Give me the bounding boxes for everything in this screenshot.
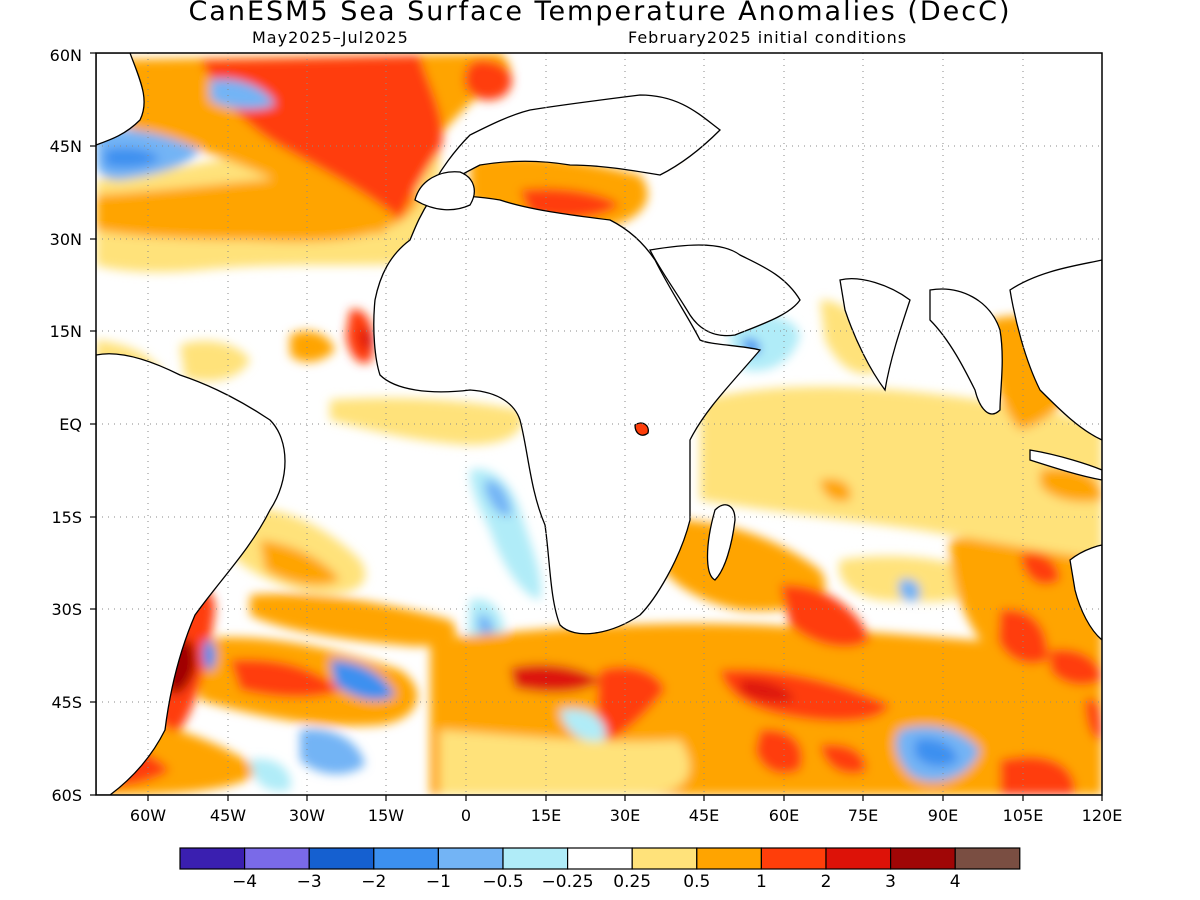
x-tick-label: 60W bbox=[129, 806, 167, 825]
y-tick-label: 45S bbox=[51, 693, 82, 712]
axis-ticks bbox=[90, 52, 1103, 801]
x-tick-label: 30E bbox=[609, 806, 641, 825]
colorbar-label: 2 bbox=[820, 872, 832, 892]
y-tick-label: 30S bbox=[51, 600, 82, 619]
colorbar-label: 4 bbox=[949, 872, 961, 892]
colorbar-swatch bbox=[954, 847, 1021, 870]
colorbar-label: −4 bbox=[232, 872, 258, 892]
y-tick-label: 60N bbox=[49, 46, 82, 65]
x-tick-label: 105E bbox=[1002, 806, 1044, 825]
forecast-period: May2025–Jul2025 bbox=[252, 28, 409, 47]
x-tick-label: 45W bbox=[209, 806, 247, 825]
colorbar-swatch bbox=[696, 847, 762, 870]
colorbar-swatch bbox=[437, 847, 504, 870]
y-tick-label: 15N bbox=[49, 322, 82, 341]
colorbar-swatch bbox=[566, 847, 633, 870]
colorbar-swatch bbox=[889, 847, 956, 870]
x-tick-label: 90E bbox=[927, 806, 959, 825]
map-title: CanESM5 Sea Surface Temperature Anomalie… bbox=[188, 0, 1012, 27]
anomaly-field bbox=[96, 53, 1102, 795]
colorbar-swatch bbox=[373, 847, 439, 870]
initial-conditions: February2025 initial conditions bbox=[628, 28, 908, 47]
x-tick-label: 75E bbox=[847, 806, 879, 825]
colorbar bbox=[179, 847, 1021, 870]
y-tick-label: EQ bbox=[59, 415, 82, 434]
x-tick-label: 0 bbox=[460, 806, 472, 825]
x-tick-label: 120E bbox=[1081, 806, 1123, 825]
colorbar-label: 3 bbox=[885, 872, 896, 892]
colorbar-swatch bbox=[760, 847, 827, 870]
y-tick-label: 45N bbox=[49, 137, 82, 156]
colorbar-label: −3 bbox=[296, 872, 322, 892]
colorbar-swatch bbox=[244, 847, 310, 870]
colorbar-swatch bbox=[308, 847, 375, 870]
colorbar-swatch bbox=[825, 847, 892, 870]
land-masses bbox=[96, 53, 1102, 795]
colorbar-label: −2 bbox=[361, 872, 387, 892]
x-tick-label: 30W bbox=[288, 806, 326, 825]
x-tick-label: 60E bbox=[768, 806, 800, 825]
colorbar-swatch bbox=[179, 847, 246, 870]
colorbar-label: 0.5 bbox=[683, 872, 711, 892]
x-tick-label: 45E bbox=[688, 806, 720, 825]
y-tick-label: 60S bbox=[51, 786, 82, 805]
colorbar-label: −0.25 bbox=[541, 872, 594, 892]
x-tick-label: 15W bbox=[367, 806, 405, 825]
colorbar-label: −0.5 bbox=[482, 872, 524, 892]
colorbar-label: 1 bbox=[755, 872, 767, 892]
gridlines bbox=[96, 53, 1102, 795]
colorbar-swatch bbox=[631, 847, 698, 870]
colorbar-label: −1 bbox=[425, 872, 451, 892]
y-tick-label: 30N bbox=[49, 230, 82, 249]
y-tick-label: 15S bbox=[51, 508, 82, 527]
x-tick-label: 15E bbox=[530, 806, 562, 825]
colorbar-label: 0.25 bbox=[613, 872, 652, 892]
colorbar-swatch bbox=[502, 847, 569, 870]
